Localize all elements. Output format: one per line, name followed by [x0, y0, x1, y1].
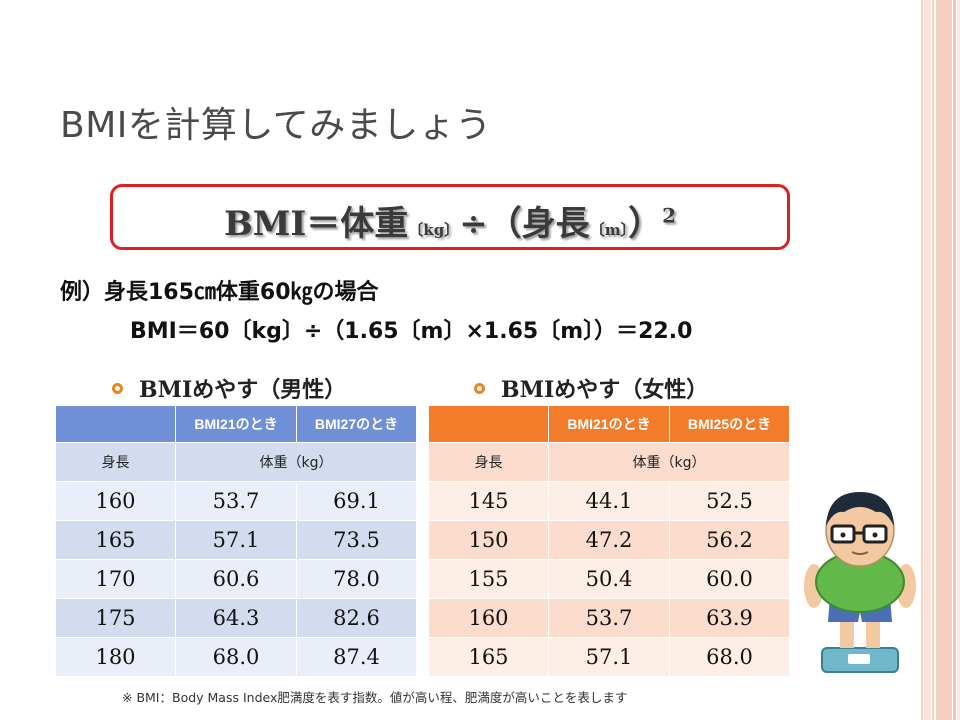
bullet-icon [474, 382, 485, 394]
height-cell: 180 [55, 637, 176, 677]
person-on-scale-illustration [804, 492, 916, 673]
male-heading: BMIめやす（男性） [112, 372, 346, 404]
header-cell: BMI21のとき [548, 405, 670, 443]
formula-unit-kg: 〔kg〕 [408, 221, 460, 239]
decor-stripe [932, 0, 934, 720]
table-row: 170 60.6 78.0 [55, 559, 417, 599]
female-heading-text: BMIめやす（女性） [501, 377, 709, 403]
height-cell: 170 [55, 559, 176, 599]
table-row: 165 57.1 73.5 [55, 520, 417, 560]
weight-cell: 63.9 [669, 598, 790, 638]
weight-cell: 82.6 [296, 598, 417, 638]
female-bmi-table: BMI21のとき BMI25のとき 身長 体重（kg） 145 44.1 52.… [428, 405, 790, 677]
decor-stripe [953, 0, 956, 720]
header-cell [428, 405, 549, 443]
weight-cell: 53.7 [175, 481, 297, 521]
weight-cell: 68.0 [669, 637, 790, 677]
table-header-row: BMI21のとき BMI27のとき [55, 405, 417, 443]
formula-main: BMI＝体重 [224, 204, 409, 244]
decor-stripe [936, 0, 952, 720]
table-row: 165 57.1 68.0 [428, 637, 790, 677]
footnote: ※ BMI：Body Mass Index肥満度を表す指数。値が高い程、肥満度が… [122, 690, 628, 705]
header-cell: BMI21のとき [175, 405, 297, 443]
table-row: 160 53.7 63.9 [428, 598, 790, 638]
male-heading-text: BMIめやす（男性） [139, 377, 347, 403]
weight-cell: 57.1 [548, 637, 670, 677]
weight-cell: 78.0 [296, 559, 417, 599]
formula-unit-m: 〔m〕 [589, 221, 629, 239]
header-cell [55, 405, 176, 443]
height-cell: 165 [428, 637, 549, 677]
weight-cell: 57.1 [175, 520, 297, 560]
weight-cell: 53.7 [548, 598, 670, 638]
header-cell: BMI27のとき [296, 405, 417, 443]
weight-cell: 44.1 [548, 481, 670, 521]
height-cell: 160 [55, 481, 176, 521]
decor-stripe [924, 0, 931, 720]
example-calc: BMI＝60〔kg〕÷（1.65〔m〕×1.65〔m〕）＝22.0 [130, 319, 693, 344]
weight-label: 体重（kg） [548, 442, 790, 482]
weight-cell: 47.2 [548, 520, 670, 560]
height-cell: 155 [428, 559, 549, 599]
height-cell: 160 [428, 598, 549, 638]
header-cell: BMI25のとき [669, 405, 790, 443]
weight-cell: 52.5 [669, 481, 790, 521]
table-row: 175 64.3 82.6 [55, 598, 417, 638]
weight-cell: 73.5 [296, 520, 417, 560]
table-row: 150 47.2 56.2 [428, 520, 790, 560]
formula-box [110, 184, 790, 250]
bmi-formula: BMI＝体重〔kg〕÷（身長〔m〕）2 [110, 196, 790, 245]
weight-cell: 60.6 [175, 559, 297, 599]
height-label: 身長 [428, 442, 549, 482]
weight-cell: 50.4 [548, 559, 670, 599]
table-row: 160 53.7 69.1 [55, 481, 417, 521]
table-row: 145 44.1 52.5 [428, 481, 790, 521]
page-title: BMIを計算してみましょう [60, 105, 492, 146]
female-heading: BMIめやす（女性） [474, 372, 708, 404]
decor-stripe [957, 0, 960, 720]
height-cell: 175 [55, 598, 176, 638]
height-label: 身長 [55, 442, 176, 482]
decor-stripe [921, 0, 923, 720]
table-header-row: BMI21のとき BMI25のとき [428, 405, 790, 443]
weight-cell: 69.1 [296, 481, 417, 521]
bullet-icon [112, 382, 123, 394]
weight-cell: 64.3 [175, 598, 297, 638]
height-cell: 145 [428, 481, 549, 521]
weight-cell: 56.2 [669, 520, 790, 560]
formula-divide: ÷（身長 [459, 204, 590, 244]
table-subheader-row: 身長 体重（kg） [55, 442, 417, 482]
height-cell: 165 [55, 520, 176, 560]
weight-cell: 60.0 [669, 559, 790, 599]
table-subheader-row: 身長 体重（kg） [428, 442, 790, 482]
height-cell: 150 [428, 520, 549, 560]
table-row: 180 68.0 87.4 [55, 637, 417, 677]
male-bmi-table: BMI21のとき BMI27のとき 身長 体重（kg） 160 53.7 69.… [55, 405, 417, 677]
example-label: 例）身長165㎝体重60㎏の場合 [60, 280, 379, 305]
table-row: 155 50.4 60.0 [428, 559, 790, 599]
weight-cell: 87.4 [296, 637, 417, 677]
weight-cell: 68.0 [175, 637, 297, 677]
weight-label: 体重（kg） [175, 442, 417, 482]
formula-power: 2 [662, 203, 676, 228]
formula-close: ） [628, 204, 663, 244]
